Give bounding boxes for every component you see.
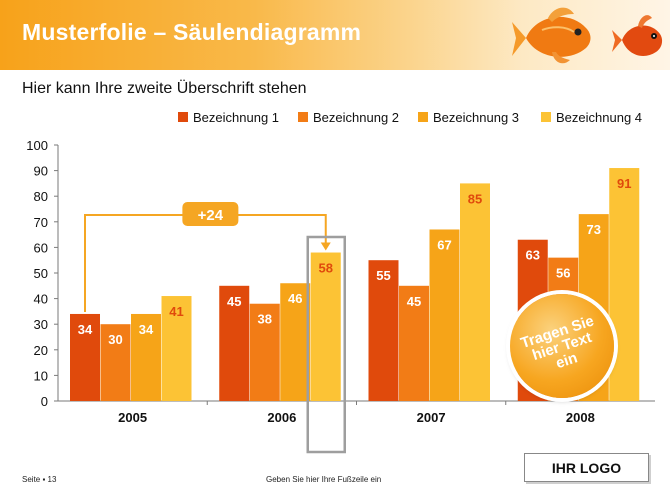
bar-data-label: 91 <box>617 176 631 191</box>
x-category-label: 2006 <box>267 410 296 425</box>
y-tick-label: 50 <box>34 266 48 281</box>
bar <box>368 260 399 401</box>
bar <box>70 313 100 401</box>
legend-label: Bezeichnung 2 <box>313 110 399 125</box>
y-tick-label: 60 <box>34 240 48 255</box>
legend-label: Bezeichnung 4 <box>556 110 642 125</box>
highlight-box <box>306 235 346 454</box>
bar-data-label: 38 <box>258 312 272 327</box>
legend-label: Bezeichnung 3 <box>433 110 519 125</box>
annotation-label: +24 <box>198 207 224 224</box>
legend-label: Bezeichnung 1 <box>193 110 279 125</box>
bar-data-label: 46 <box>288 291 302 306</box>
sticker-badge[interactable]: Tragen Sie hier Text ein <box>510 294 614 398</box>
bar <box>131 313 161 401</box>
bar-data-label: 41 <box>169 304 183 319</box>
bar-data-label: 34 <box>78 322 93 337</box>
bar <box>100 324 131 401</box>
y-tick-label: 20 <box>34 343 48 358</box>
legend-swatch <box>178 112 188 122</box>
bar-data-label: 45 <box>407 294 421 309</box>
bar <box>280 283 311 401</box>
goldfish-icon <box>612 15 663 56</box>
annotation-arrowhead <box>320 242 331 251</box>
bar-data-label: 73 <box>587 222 601 237</box>
logo-text: IHR LOGO <box>551 459 622 476</box>
bar-data-label: 30 <box>108 332 122 347</box>
legend-swatch <box>418 112 428 122</box>
footer-text: Geben Sie hier Ihre Fußzeile ein <box>266 475 382 484</box>
legend-swatch <box>541 112 551 122</box>
slide-subtitle: Hier kann Ihre zweite Überschrift stehen <box>22 80 307 97</box>
bar-data-label: 34 <box>139 322 154 337</box>
logo-placeholder[interactable]: IHR LOGO <box>524 453 649 482</box>
bar-data-label: 56 <box>556 266 570 281</box>
y-tick-label: 70 <box>34 215 48 230</box>
y-tick-label: 10 <box>34 368 48 383</box>
bar <box>219 285 250 401</box>
bar-data-label: 55 <box>376 268 390 283</box>
y-tick-label: 0 <box>41 394 48 409</box>
sticker-text: Tragen Sie hier Text ein <box>518 311 597 372</box>
bar <box>460 183 490 401</box>
bar-data-label: 58 <box>319 261 333 276</box>
bar-data-label: 85 <box>468 191 482 206</box>
goldfish-icon <box>512 7 591 64</box>
x-category-label: 2007 <box>417 410 446 425</box>
bar-data-label: 63 <box>526 248 540 263</box>
bar <box>399 285 429 401</box>
y-tick-label: 90 <box>34 164 48 179</box>
y-tick-label: 80 <box>34 189 48 204</box>
annotation-badge <box>182 202 239 226</box>
slide-header: Musterfolie – Säulendiagramm <box>0 0 670 70</box>
bar <box>161 296 192 401</box>
y-tick-label: 100 <box>26 138 48 153</box>
x-category-label: 2005 <box>118 410 147 425</box>
y-tick-label: 40 <box>34 292 48 307</box>
x-category-label: 2008 <box>566 410 595 425</box>
bar <box>429 229 460 401</box>
bar <box>310 252 341 401</box>
y-tick-label: 30 <box>34 317 48 332</box>
bar-data-label: 45 <box>227 294 241 309</box>
bar <box>609 168 640 401</box>
bar-data-label: 67 <box>437 237 451 252</box>
footer-page-number: Seite ▪ 13 <box>22 475 57 484</box>
legend-swatch <box>298 112 308 122</box>
slide-title: Musterfolie – Säulendiagramm <box>22 19 362 45</box>
bar <box>249 303 280 401</box>
